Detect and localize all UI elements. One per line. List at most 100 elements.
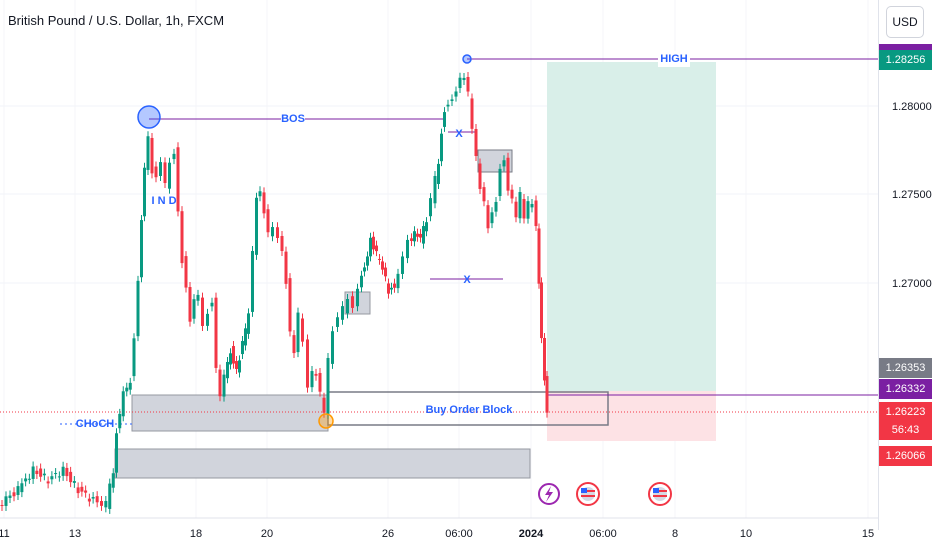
candle-body bbox=[163, 162, 167, 184]
candle-body bbox=[196, 294, 200, 301]
x-label-lower: X bbox=[463, 274, 471, 286]
candle-body bbox=[372, 236, 375, 250]
candle-body bbox=[76, 487, 80, 494]
candle-body bbox=[537, 228, 541, 284]
date-tick-label: 10 bbox=[740, 528, 752, 540]
currency-button[interactable]: USD bbox=[886, 6, 924, 38]
candle-body bbox=[518, 192, 522, 219]
date-tick-label: 15 bbox=[862, 528, 874, 540]
candle-body bbox=[296, 312, 300, 353]
candle-body bbox=[506, 157, 510, 191]
candle-body bbox=[132, 338, 136, 377]
candle-body bbox=[410, 238, 413, 241]
candle-body bbox=[24, 478, 28, 482]
price-tag: 56:43 bbox=[879, 420, 932, 440]
candle-body bbox=[462, 77, 466, 81]
candle-body bbox=[128, 382, 132, 390]
candle-body bbox=[35, 470, 39, 475]
candle-body bbox=[450, 99, 454, 102]
candle-body bbox=[4, 496, 8, 506]
candle-body bbox=[159, 162, 162, 177]
candle-body bbox=[331, 331, 334, 364]
tag-strip bbox=[879, 44, 932, 50]
candle-body bbox=[95, 496, 99, 503]
date-tick-label: 2024 bbox=[519, 528, 544, 540]
candle-body bbox=[16, 486, 20, 495]
date-tick-label: 11 bbox=[0, 528, 10, 540]
candle-body bbox=[478, 163, 482, 189]
candle-body bbox=[262, 192, 266, 214]
candle-body bbox=[87, 498, 91, 502]
price-tag: 1.28256 bbox=[879, 50, 932, 70]
candle-body bbox=[393, 283, 396, 288]
high-origin-circle bbox=[462, 54, 472, 64]
date-tick-label: 13 bbox=[69, 528, 81, 540]
candle-body bbox=[168, 162, 171, 189]
candle-body bbox=[510, 189, 514, 199]
candle-body bbox=[341, 306, 344, 320]
candle-body bbox=[266, 209, 270, 233]
candle-body bbox=[474, 128, 478, 157]
lightning-event-icon[interactable] bbox=[538, 483, 560, 505]
candle-body bbox=[384, 267, 387, 277]
us-flag-event-icon-2[interactable] bbox=[648, 482, 672, 506]
candle-body bbox=[351, 296, 354, 308]
candle-body bbox=[276, 227, 279, 238]
grid bbox=[0, 0, 878, 518]
us-flag-event-icon[interactable] bbox=[576, 482, 600, 506]
symbol-title: British Pound / U.S. Dollar, 1h, FXCM bbox=[8, 13, 225, 28]
candle-body bbox=[150, 137, 154, 174]
candle-body bbox=[206, 313, 209, 326]
date-tick-label: 18 bbox=[190, 528, 202, 540]
candle-body bbox=[387, 283, 390, 294]
candle-body bbox=[80, 486, 84, 492]
candle-body bbox=[50, 476, 54, 480]
price-tag: 1.26332 bbox=[879, 379, 932, 399]
candle-body bbox=[429, 198, 432, 217]
date-tick-label: 06:00 bbox=[589, 528, 617, 540]
candle-body bbox=[502, 160, 506, 167]
candle-body bbox=[247, 313, 250, 334]
candle-body bbox=[369, 237, 372, 257]
stop-zone bbox=[547, 391, 716, 441]
candle-body bbox=[540, 282, 543, 339]
candle-body bbox=[284, 251, 288, 284]
candle-body bbox=[375, 245, 378, 252]
bos-label: BOS bbox=[281, 113, 305, 125]
candle-body bbox=[255, 197, 258, 255]
candle-body bbox=[522, 198, 526, 219]
candle-body bbox=[226, 361, 229, 379]
candle-body bbox=[440, 133, 443, 162]
order-block-circle bbox=[318, 413, 334, 429]
candle-body bbox=[470, 98, 474, 129]
order-block-upper bbox=[131, 394, 329, 432]
candle-body bbox=[172, 153, 176, 160]
candle-body bbox=[84, 490, 88, 493]
event-icons[interactable] bbox=[538, 482, 672, 506]
candle-body bbox=[100, 501, 103, 506]
candle-body bbox=[288, 278, 292, 332]
candle-body bbox=[0, 505, 4, 506]
candle-body bbox=[494, 201, 498, 212]
candle-body bbox=[498, 168, 502, 197]
candle-body bbox=[422, 226, 425, 244]
candle-body bbox=[244, 328, 247, 346]
candle-body bbox=[218, 369, 222, 397]
candle-body bbox=[46, 481, 50, 484]
candle-body bbox=[534, 200, 538, 227]
target-zone bbox=[547, 62, 716, 391]
candle-body bbox=[526, 201, 530, 219]
candle-body bbox=[258, 191, 262, 197]
candle-body bbox=[188, 287, 192, 322]
price-axis[interactable] bbox=[878, 0, 932, 530]
candle-body bbox=[486, 205, 490, 229]
candle-body bbox=[443, 112, 446, 127]
zones bbox=[114, 62, 716, 479]
price-tick-label: 1.27000 bbox=[892, 278, 932, 290]
candle-body bbox=[69, 471, 73, 483]
candle-body bbox=[31, 466, 35, 479]
candle-body bbox=[413, 231, 416, 242]
candle-body bbox=[12, 492, 16, 497]
candle-body bbox=[310, 371, 314, 388]
